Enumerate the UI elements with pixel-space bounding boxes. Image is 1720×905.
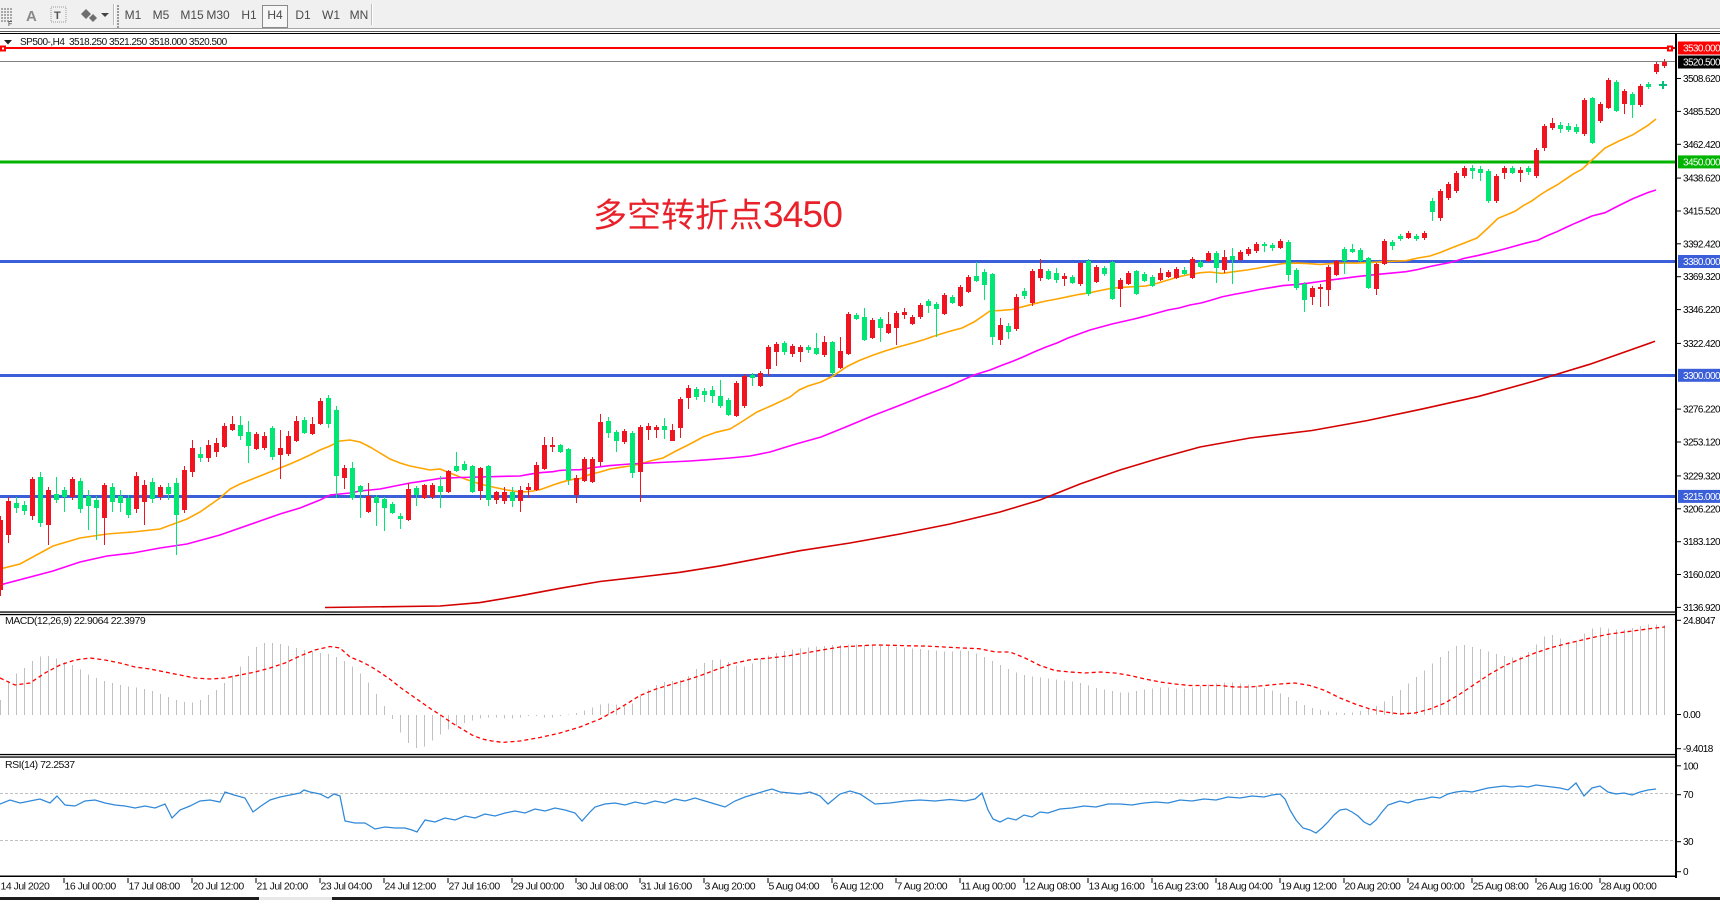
svg-text:T: T bbox=[54, 10, 61, 22]
svg-text:D1: D1 bbox=[295, 8, 311, 22]
svg-text:M1: M1 bbox=[125, 8, 142, 22]
svg-text:18 Aug 04:00: 18 Aug 04:00 bbox=[1217, 881, 1274, 893]
svg-text:3136.920: 3136.920 bbox=[1683, 603, 1720, 614]
svg-text:3276.220: 3276.220 bbox=[1683, 405, 1720, 416]
svg-text:11 Aug 00:00: 11 Aug 00:00 bbox=[961, 881, 1017, 893]
svg-text:12 Aug 08:00: 12 Aug 08:00 bbox=[1025, 881, 1082, 893]
svg-text:H4: H4 bbox=[267, 8, 283, 22]
svg-text:3215.000: 3215.000 bbox=[1683, 492, 1720, 503]
svg-text:3485.520: 3485.520 bbox=[1683, 107, 1720, 118]
svg-text:3160.020: 3160.020 bbox=[1683, 570, 1720, 581]
svg-text:3450.000: 3450.000 bbox=[1683, 157, 1720, 168]
svg-text:W1: W1 bbox=[322, 8, 340, 22]
svg-text:23 Jul 04:00: 23 Jul 04:00 bbox=[321, 881, 373, 893]
svg-text:3380.000: 3380.000 bbox=[1683, 257, 1720, 268]
svg-text:-9.4018: -9.4018 bbox=[1683, 744, 1714, 755]
svg-text:16 Aug 23:00: 16 Aug 23:00 bbox=[1153, 881, 1210, 893]
svg-text:26 Aug 16:00: 26 Aug 16:00 bbox=[1537, 881, 1594, 893]
svg-text:SP500-,H4 3518.250 3521.250 3: SP500-,H4 3518.250 3521.250 3518.000 352… bbox=[20, 37, 228, 48]
svg-text:28 Aug 00:00: 28 Aug 00:00 bbox=[1601, 881, 1658, 893]
svg-text:20 Aug 20:00: 20 Aug 20:00 bbox=[1345, 881, 1402, 893]
svg-text:21 Jul 20:00: 21 Jul 20:00 bbox=[257, 881, 309, 893]
svg-text:20 Jul 12:00: 20 Jul 12:00 bbox=[193, 881, 245, 893]
svg-text:3392.420: 3392.420 bbox=[1683, 239, 1720, 250]
svg-text:3462.420: 3462.420 bbox=[1683, 140, 1720, 151]
svg-text:3415.520: 3415.520 bbox=[1683, 207, 1720, 218]
svg-text:MN: MN bbox=[350, 8, 369, 22]
svg-text:16 Jul 00:00: 16 Jul 00:00 bbox=[65, 881, 117, 893]
svg-text:24 Aug 00:00: 24 Aug 00:00 bbox=[1409, 881, 1466, 893]
svg-text:14 Jul 2020: 14 Jul 2020 bbox=[1, 881, 50, 893]
svg-text:3520.500: 3520.500 bbox=[1683, 58, 1720, 69]
svg-text:19 Aug 12:00: 19 Aug 12:00 bbox=[1281, 881, 1338, 893]
svg-text:A: A bbox=[26, 8, 37, 25]
svg-text:31 Jul 16:00: 31 Jul 16:00 bbox=[641, 881, 693, 893]
svg-text:100: 100 bbox=[1683, 761, 1699, 772]
svg-text:6 Aug 12:00: 6 Aug 12:00 bbox=[833, 881, 884, 893]
svg-text:3450: 3450 bbox=[763, 194, 842, 235]
svg-text:24.8047: 24.8047 bbox=[1683, 616, 1716, 627]
svg-text:RSI(14) 72.2537: RSI(14) 72.2537 bbox=[5, 759, 75, 771]
svg-text:27 Jul 16:00: 27 Jul 16:00 bbox=[449, 881, 501, 893]
svg-text:3 Aug 20:00: 3 Aug 20:00 bbox=[705, 881, 756, 893]
svg-text:13 Aug 16:00: 13 Aug 16:00 bbox=[1089, 881, 1146, 893]
svg-text:0: 0 bbox=[1683, 867, 1689, 878]
svg-text:M5: M5 bbox=[153, 8, 170, 22]
svg-text:29 Jul 00:00: 29 Jul 00:00 bbox=[513, 881, 565, 893]
svg-text:7 Aug 20:00: 7 Aug 20:00 bbox=[897, 881, 948, 893]
svg-text:M15: M15 bbox=[180, 8, 204, 22]
svg-text:24 Jul 12:00: 24 Jul 12:00 bbox=[385, 881, 437, 893]
svg-text:30 Jul 08:00: 30 Jul 08:00 bbox=[577, 881, 629, 893]
svg-text:3253.120: 3253.120 bbox=[1683, 438, 1720, 449]
svg-text:3346.220: 3346.220 bbox=[1683, 305, 1720, 316]
svg-text:5 Aug 04:00: 5 Aug 04:00 bbox=[769, 881, 820, 893]
svg-text:3229.320: 3229.320 bbox=[1683, 471, 1720, 482]
svg-text:0.00: 0.00 bbox=[1683, 710, 1701, 721]
svg-text:70: 70 bbox=[1683, 790, 1694, 801]
svg-text:F: F bbox=[8, 21, 12, 28]
svg-text:30: 30 bbox=[1683, 837, 1694, 848]
svg-text:H1: H1 bbox=[241, 8, 257, 22]
svg-text:M30: M30 bbox=[206, 8, 230, 22]
svg-text:3369.320: 3369.320 bbox=[1683, 272, 1720, 283]
svg-text:MACD(12,26,9) 22.9064 22.3979: MACD(12,26,9) 22.9064 22.3979 bbox=[5, 615, 146, 627]
svg-text:3183.120: 3183.120 bbox=[1683, 537, 1720, 548]
svg-text:3438.620: 3438.620 bbox=[1683, 174, 1720, 185]
svg-text:3300.000: 3300.000 bbox=[1683, 371, 1720, 382]
svg-text:3322.420: 3322.420 bbox=[1683, 339, 1720, 350]
svg-text:3508.620: 3508.620 bbox=[1683, 74, 1720, 85]
svg-text:3530.000: 3530.000 bbox=[1683, 44, 1720, 55]
svg-text:3206.220: 3206.220 bbox=[1683, 504, 1720, 515]
svg-text:17 Jul 08:00: 17 Jul 08:00 bbox=[129, 881, 181, 893]
svg-text:25 Aug 08:00: 25 Aug 08:00 bbox=[1473, 881, 1530, 893]
